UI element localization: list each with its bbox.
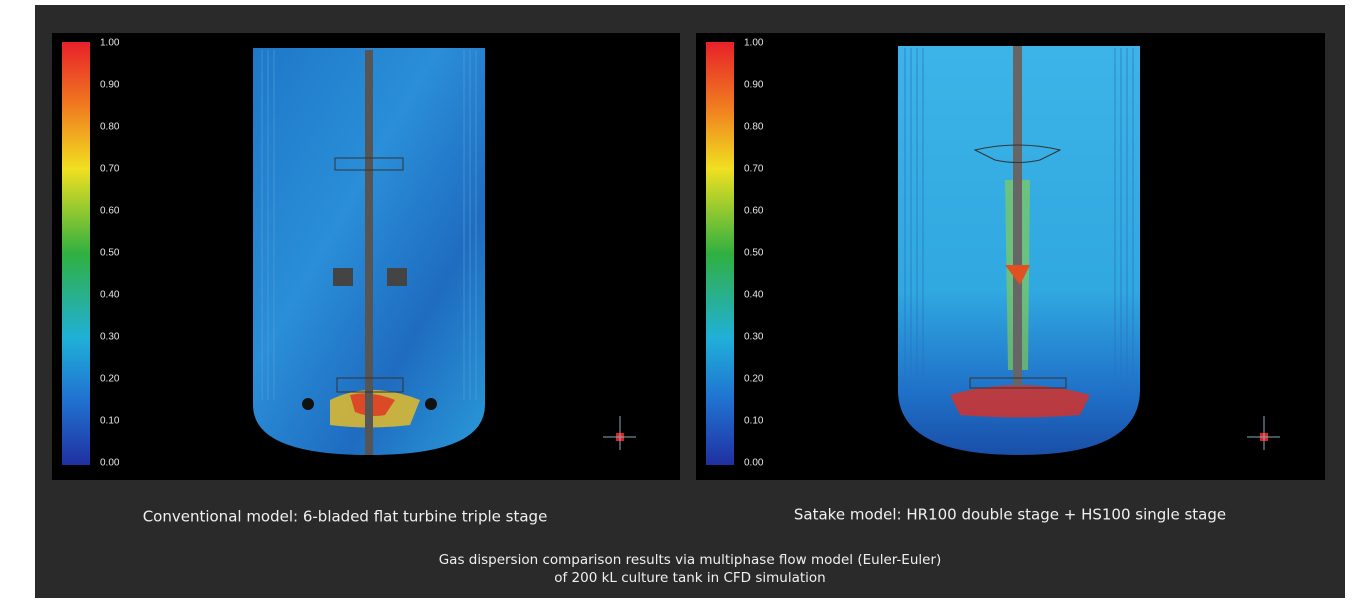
colorbar-tick-label: 0.30 xyxy=(100,332,120,343)
tank-right xyxy=(898,46,1140,455)
panel-caption: Satake model: HR100 double stage + HS100… xyxy=(794,506,1226,524)
colorbar-tick-label: 0.20 xyxy=(100,374,120,385)
colorbar-tick-label: 0.90 xyxy=(100,80,120,91)
colorbar-tick-label: 0.60 xyxy=(100,206,120,217)
colorbar-tick-label: 0.50 xyxy=(744,248,764,259)
panel-caption: Conventional model: 6-bladed flat turbin… xyxy=(143,508,548,526)
tank-left xyxy=(253,48,485,455)
figure-caption: Gas dispersion comparison results via mu… xyxy=(439,552,942,568)
colorbar-tick-label: 0.90 xyxy=(744,80,764,91)
colorbar xyxy=(706,42,734,465)
figure-caption: of 200 kL culture tank in CFD simulation xyxy=(554,570,826,586)
colorbar-tick-label: 1.00 xyxy=(744,38,764,49)
colorbar-tick-label: 0.60 xyxy=(744,206,764,217)
colorbar-tick-label: 1.00 xyxy=(100,38,120,49)
colorbar-tick-label: 0.00 xyxy=(100,458,120,469)
colorbar-tick-label: 0.20 xyxy=(744,374,764,385)
colorbar-tick-label: 0.80 xyxy=(744,122,764,133)
colorbar-tick-label: 0.00 xyxy=(744,458,764,469)
colorbar xyxy=(62,42,90,465)
colorbar-tick-label: 0.10 xyxy=(744,416,764,427)
colorbar-tick-label: 0.70 xyxy=(100,164,120,175)
colorbar-tick-label: 0.50 xyxy=(100,248,120,259)
figure: Conventional model: 6-bladed flat turbin… xyxy=(0,0,1360,601)
colorbar-tick-label: 0.70 xyxy=(744,164,764,175)
colorbar-tick-label: 0.40 xyxy=(100,290,120,301)
page: {"panels": [ {"colorbar_ticks": ["1.00",… xyxy=(0,0,1360,601)
colorbar-tick-label: 0.30 xyxy=(744,332,764,343)
colorbar-tick-label: 0.40 xyxy=(744,290,764,301)
colorbar-tick-label: 0.10 xyxy=(100,416,120,427)
colorbar-tick-label: 0.80 xyxy=(100,122,120,133)
